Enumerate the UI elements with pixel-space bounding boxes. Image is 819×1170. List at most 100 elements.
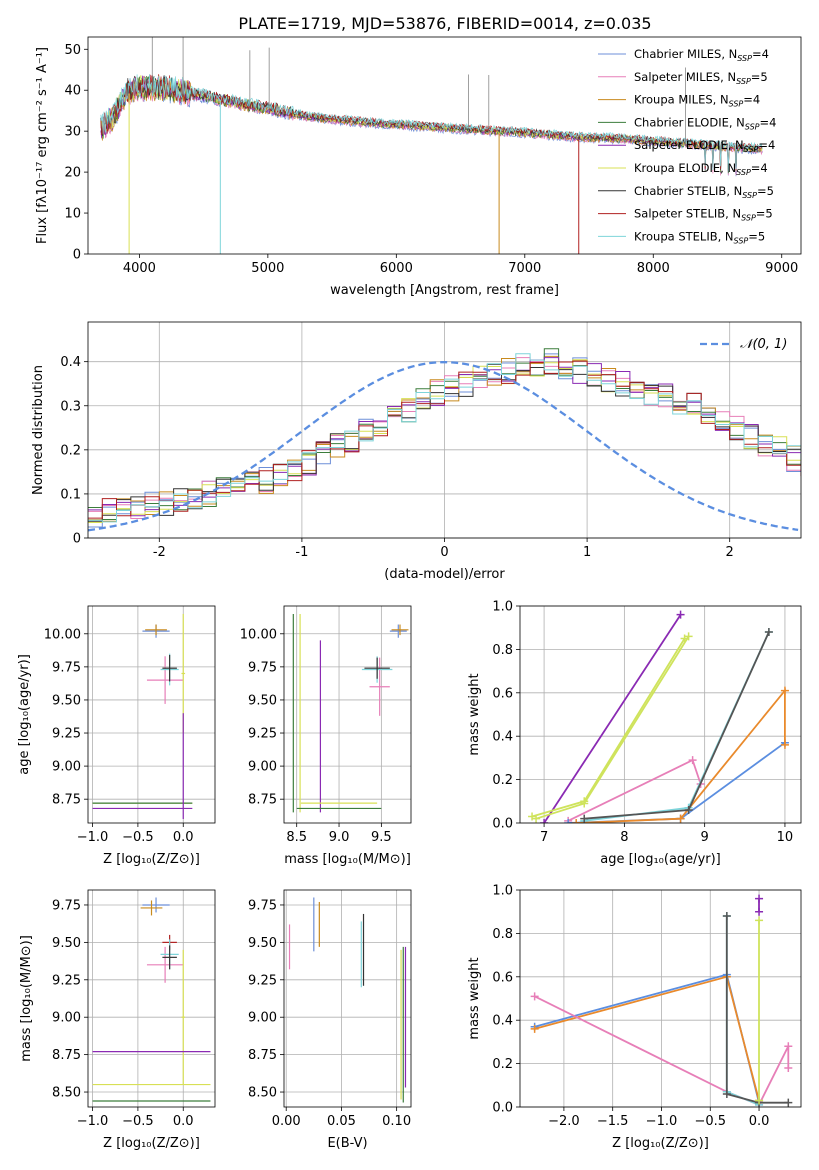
x-tick-label: 5000 <box>251 261 284 276</box>
y-tick-label: 0.4 <box>492 730 513 745</box>
legend-label: Salpeter MILES, NSSP=5 <box>634 70 768 86</box>
weight-marker <box>755 894 764 903</box>
y-tick-label: 0.0 <box>492 817 513 832</box>
legend-label: Salpeter STELIB, NSSP=5 <box>634 207 773 223</box>
y-axis-label: Normed distribution <box>31 365 46 495</box>
legend-label: Salpeter ELODIE, NSSP=4 <box>634 138 775 154</box>
x-tick-label: 0.0 <box>173 830 194 845</box>
weight-series <box>530 894 793 1107</box>
weight-marker <box>688 756 697 765</box>
x-tick-label: 8 <box>620 830 628 845</box>
axes-frame <box>519 605 802 824</box>
y-axis-label: age [log₁₀(age/yr)] <box>17 654 32 775</box>
weight-marker <box>528 812 537 821</box>
normal-curve <box>88 360 799 532</box>
x-tick-label: 6000 <box>380 261 413 276</box>
y-tick-label: 0.1 <box>60 487 81 502</box>
weight-line <box>531 638 686 818</box>
weight-marker <box>784 1098 793 1107</box>
spectrum-legend: Chabrier MILES, NSSP=4 Salpeter MILES, NS… <box>598 47 776 245</box>
errorbar-point <box>142 897 170 913</box>
y-tick-label: 9.75 <box>52 898 81 913</box>
y-axis-label: mass weight <box>467 673 482 755</box>
x-tick-label: 0.10 <box>382 1114 411 1129</box>
x-tick-label: 8000 <box>637 261 670 276</box>
weight-line <box>725 916 760 1106</box>
weight-line <box>543 614 682 823</box>
y-tick-label: 1.0 <box>492 884 513 899</box>
hist-salpeter_stelib <box>88 360 801 519</box>
x-axis-label: Z [log₁₀(Z/Z⊙)] <box>103 1136 200 1151</box>
weight-marker <box>784 1042 793 1051</box>
x-tick-label: 2 <box>726 545 734 560</box>
legend-label: Chabrier MILES, NSSP=4 <box>634 47 769 63</box>
y-axis-label: mass [log₁₀(M/M⊙)] <box>19 935 34 1062</box>
y-tick-label: 0.4 <box>60 355 81 370</box>
x-tick-label: 0.05 <box>327 1114 356 1129</box>
axes-frame <box>87 321 802 539</box>
x-axis-label: age [log₁₀(age/yr)] <box>600 852 721 867</box>
y-tick-label: 0 <box>73 248 81 263</box>
y-tick-label: 9.50 <box>52 936 81 951</box>
weight-marker <box>755 916 764 925</box>
weight-marker <box>684 805 693 814</box>
axes-frame <box>519 889 802 1108</box>
errorbar-point <box>181 949 186 1085</box>
x-tick-label: −2.0 <box>548 1114 580 1129</box>
x-axis-label: Z [log₁₀(Z/Z⊙)] <box>612 1136 709 1151</box>
legend-label: Chabrier STELIB, NSSP=5 <box>634 184 774 200</box>
y-axis-label: mass weight <box>467 957 482 1039</box>
weight-marker <box>722 1089 731 1098</box>
y-tick-label: 9.75 <box>248 898 277 913</box>
x-tick-label: −1.0 <box>77 1114 109 1129</box>
y-tick-label: 9.50 <box>248 693 277 708</box>
x-tick-label: −1.0 <box>646 1114 678 1129</box>
weight-line <box>567 758 702 822</box>
x-tick-label: 4000 <box>123 261 156 276</box>
hist-kroupa_elodie <box>88 359 801 523</box>
y-tick-label: 10.00 <box>44 627 81 642</box>
weight-marker <box>784 1063 793 1072</box>
legend-label: Kroupa MILES, NSSP=4 <box>634 93 760 109</box>
histogram-steps <box>88 348 801 532</box>
axes-mass_vs_ebv: 0.00 0.05 0.10 8.50 8.75 9.00 9.25 9.50 9.75 E(B-… <box>248 889 412 1151</box>
x-tick-label: 9000 <box>765 261 798 276</box>
plots-layer: 4000 5000 6000 7000 8000 900001020304050wavel… <box>17 36 802 1151</box>
y-tick-label: 0.2 <box>492 773 513 788</box>
axes-mass_vs_Z: −1.0 −0.5 0.0 8.50 8.75 9.00 9.25 9.50 9.75 Z [lo… <box>19 889 216 1151</box>
axes-frame <box>87 889 216 1108</box>
weight-marker <box>580 799 589 808</box>
errorbar-point <box>391 624 409 636</box>
x-tick-label: 9.5 <box>371 830 392 845</box>
x-tick-label: 7 <box>540 830 548 845</box>
hist-kroupa_miles <box>88 355 801 522</box>
hist-salpeter_elodie <box>88 357 801 517</box>
axes-age_vs_Z: −1.0 −0.5 0.0 8.75 9.00 9.25 9.50 9.75 10.00 Z [l… <box>17 605 216 867</box>
y-tick-label: 9.50 <box>248 936 277 951</box>
x-tick-label: 10 <box>777 830 794 845</box>
errorbar-point <box>162 945 177 970</box>
weight-marker <box>755 907 764 916</box>
y-tick-label: 50 <box>64 43 81 58</box>
x-axis-label: mass [log₁₀(M/M⊙)] <box>284 852 411 867</box>
weight-marker <box>676 814 685 823</box>
legend-label: Kroupa STELIB, NSSP=5 <box>634 229 765 245</box>
y-tick-label: 9.75 <box>52 660 81 675</box>
y-tick-label: 0.4 <box>492 1014 513 1029</box>
axes-age_vs_mass: 8.5 9.0 9.5 8.75 9.00 9.25 9.50 9.75 10.00 mass [… <box>240 605 412 867</box>
x-axis-label: wavelength [Angstrom, rest frame] <box>330 283 559 298</box>
y-tick-label: 0.2 <box>492 1057 513 1072</box>
x-axis-label: (data-model)/error <box>384 567 505 582</box>
axes-frame <box>87 36 802 255</box>
x-axis-label: Z [log₁₀(Z/Z⊙)] <box>103 852 200 867</box>
axes-spectrum: 4000 5000 6000 7000 8000 9000 0 10 20 30 40 50 wavel… <box>35 36 802 298</box>
weight-marker <box>684 632 693 641</box>
y-tick-label: 9.00 <box>248 1011 277 1026</box>
x-tick-label: −0.5 <box>122 830 154 845</box>
weight-marker <box>780 740 789 749</box>
y-tick-label: 8.75 <box>248 793 277 808</box>
y-tick-label: 0.8 <box>492 927 513 942</box>
weight-marker <box>676 610 685 619</box>
y-tick-label: 9.75 <box>248 660 277 675</box>
